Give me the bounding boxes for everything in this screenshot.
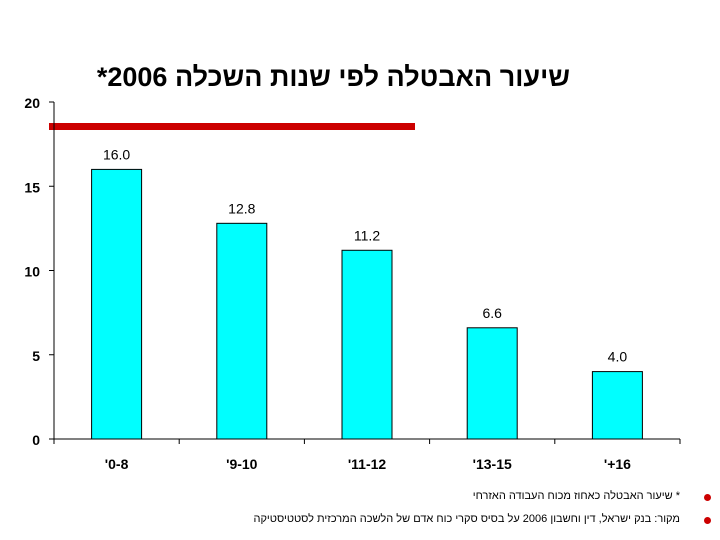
y-tick-label: 5 xyxy=(32,348,40,364)
data-label: 6.6 xyxy=(482,305,502,321)
footnote-bullet xyxy=(704,494,711,501)
y-tick-label: 10 xyxy=(24,264,40,280)
x-tick-label: '+16 xyxy=(604,456,631,472)
bar xyxy=(91,168,143,440)
bar xyxy=(216,222,268,440)
title-underline xyxy=(49,123,415,130)
bar xyxy=(591,371,643,440)
data-label: 4.0 xyxy=(608,349,628,365)
bar xyxy=(466,327,518,440)
chart-title: שיעור האבטלה לפי שנות השכלה 2006* xyxy=(96,62,570,92)
y-tick-label: 20 xyxy=(24,95,40,111)
bar xyxy=(341,249,393,440)
data-label: 11.2 xyxy=(354,227,380,243)
footnote-bullet xyxy=(704,517,711,524)
x-tick-label: '11-12 xyxy=(348,456,387,472)
x-tick-label: '13-15 xyxy=(473,456,512,472)
x-tick-label: '0-8 xyxy=(105,456,129,472)
x-tick-label: '9-10 xyxy=(226,456,258,472)
y-tick-label: 0 xyxy=(32,432,40,448)
y-tick-label: 15 xyxy=(24,179,40,195)
footnote-definition: * שיעור האבטלה כאחוז מכוח העבודה האזרחי xyxy=(472,490,680,502)
data-label: 16.0 xyxy=(103,146,130,162)
footnote-source: מקור: בנק ישראל, דין וחשבון 2006 על בסיס… xyxy=(253,513,680,525)
data-label: 12.8 xyxy=(228,200,255,216)
